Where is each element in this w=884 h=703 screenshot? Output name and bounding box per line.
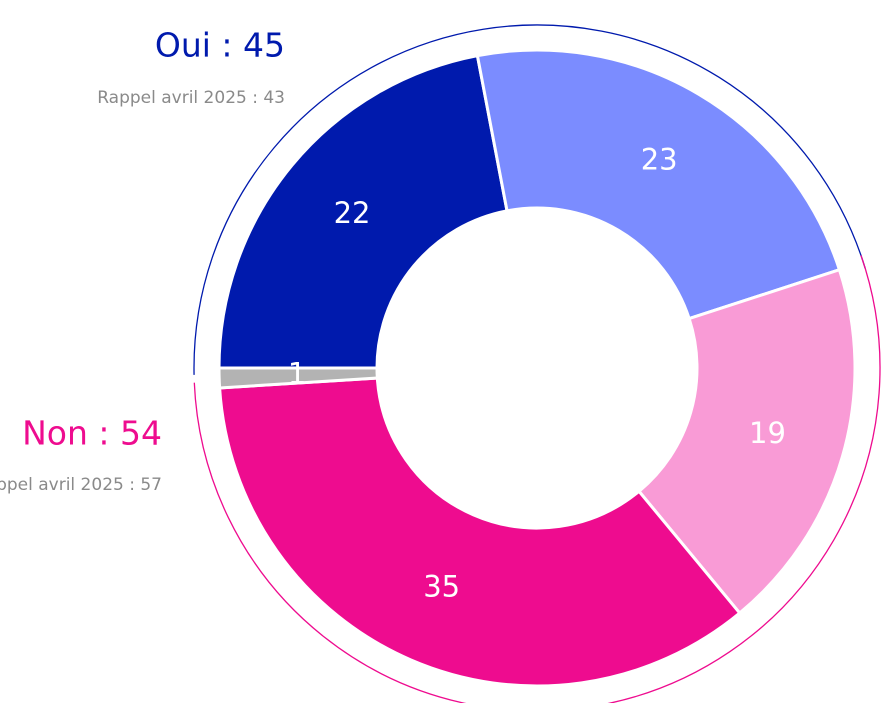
- segment-label: 22: [334, 196, 371, 230]
- segment-label: 35: [423, 569, 460, 603]
- donut-segment: [218, 376, 742, 688]
- donut-segment: [217, 366, 379, 390]
- group-ring: [193, 255, 881, 703]
- group-label: Oui : 45: [155, 26, 285, 65]
- segment-label: 23: [641, 142, 678, 176]
- group-ring: [193, 24, 866, 375]
- segment-label: 1: [288, 357, 306, 391]
- group-label: Non : 54: [22, 414, 162, 453]
- group-recall: Rappel avril 2025 : 57: [0, 475, 162, 495]
- donut-segment: [217, 53, 509, 370]
- group-recall: Rappel avril 2025 : 43: [97, 88, 285, 108]
- donut-segment: [636, 267, 857, 616]
- donut-segment: [475, 48, 842, 321]
- segment-label: 19: [749, 416, 786, 450]
